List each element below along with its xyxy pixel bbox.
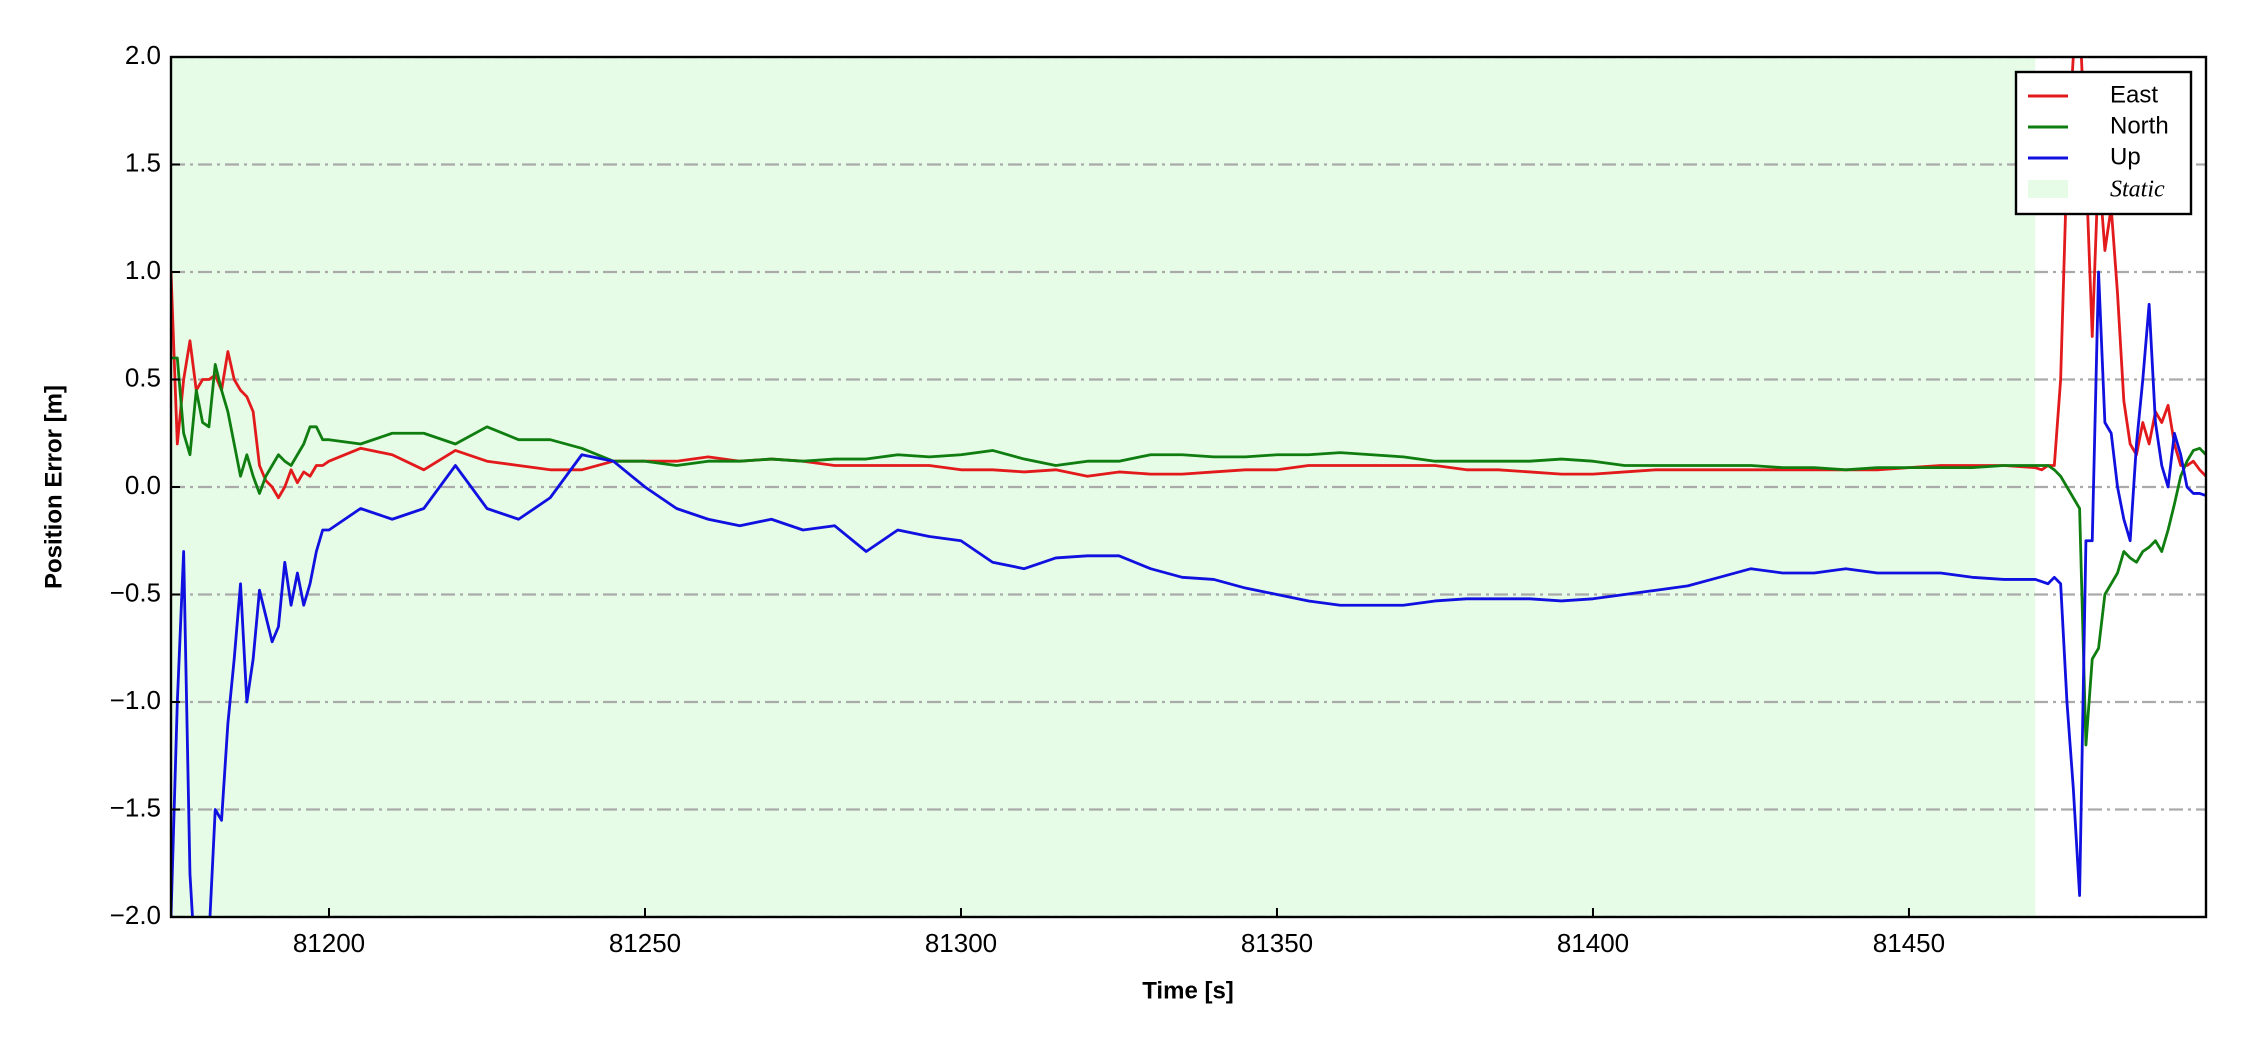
axes: −2.0 −1.5 −1.0 −0.5 0.0 0.5 1.0 1.5 2.0 81200 8125… (110, 40, 2208, 958)
legend: East North Up Static (2014, 70, 2193, 216)
x-tick-label: 81350 (1241, 928, 1313, 958)
y-tick-label: 2.0 (125, 40, 161, 70)
legend-label: Static (2110, 177, 2165, 203)
legend-label: East (2110, 81, 2158, 108)
series-line (171, 57, 2206, 500)
legend-label: Up (2110, 143, 2141, 170)
series-line (171, 356, 2206, 747)
y-tick-label: −0.5 (110, 577, 161, 607)
y-tick-label: 1.0 (125, 255, 161, 285)
legend-label: North (2110, 112, 2169, 139)
y-tick-label: −1.0 (110, 685, 161, 715)
y-tick-label: 1.5 (125, 147, 161, 177)
x-tick-label: 81300 (925, 928, 997, 958)
x-tick-label: 81450 (1873, 928, 1945, 958)
y-tick-label: −2.0 (110, 900, 161, 930)
plot-frame (169, 55, 2208, 919)
legend-swatch (2028, 180, 2068, 198)
y-tick-label: 0.0 (125, 470, 161, 500)
y-tick-label: −1.5 (110, 792, 161, 822)
series-line (171, 270, 2206, 917)
x-tick-label: 81250 (609, 928, 681, 958)
x-axis-title: Time [s] (1142, 977, 1234, 1004)
y-tick-label: 0.5 (125, 362, 161, 392)
y-axis-title: Position Error [m] (40, 385, 67, 589)
plot-area (171, 57, 2206, 917)
x-tick-label: 81200 (293, 928, 365, 958)
x-tick-label: 81400 (1557, 928, 1629, 958)
